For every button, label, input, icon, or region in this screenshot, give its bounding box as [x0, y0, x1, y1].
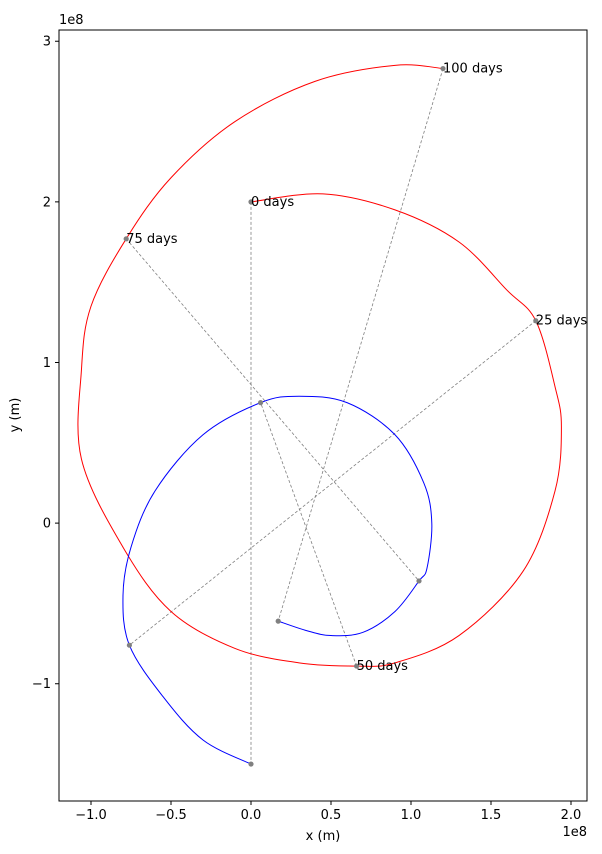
- marker-red-2: [354, 663, 360, 669]
- marker-blue-1: [126, 642, 132, 648]
- marker-blue-3: [416, 578, 422, 584]
- marker-label-3: 75 days: [126, 232, 178, 247]
- marker-red-4: [440, 65, 446, 72]
- x-axis-label: x (m): [306, 829, 341, 844]
- x-tick-label-1: −0.5: [155, 808, 187, 823]
- marker-red-3: [123, 236, 129, 242]
- connector-line-4: [277, 68, 444, 622]
- connector-line-3: [125, 238, 420, 582]
- y-tick-label-2: 1: [43, 356, 51, 371]
- y-tick-label-0: −1: [32, 677, 51, 692]
- y-tick-label-3: 2: [43, 195, 51, 210]
- x-offset-label: 1e8: [562, 825, 587, 840]
- x-tick-label-5: 1.5: [481, 808, 502, 823]
- marker-label-4: 100 days: [443, 62, 503, 77]
- x-tick-label-4: 1.0: [401, 808, 422, 823]
- x-tick-label-2: 0.0: [241, 808, 262, 823]
- y-offset-label: 1e8: [59, 13, 84, 28]
- marker-blue-2: [258, 400, 264, 406]
- plot-layer: 0 days 25 days 50 days 75 days 100 days: [77, 62, 588, 767]
- connector-line-1: [129, 320, 537, 646]
- y-tick-label-1: 0: [43, 517, 51, 532]
- axes-layer: −1.0 −0.5 0.0 0.5 1.0 1.5 2.0 −1 0 1 2 3: [32, 29, 588, 823]
- orbit-series-0: [77, 64, 562, 667]
- marker-label-2: 50 days: [357, 659, 409, 674]
- marker-red-1: [533, 318, 539, 324]
- marker-label-1: 25 days: [536, 314, 588, 329]
- connector-line-2: [260, 402, 357, 667]
- orbit-series-1: [122, 395, 433, 765]
- y-axis-label: y (m): [8, 398, 23, 433]
- marker-red-0: [248, 199, 254, 205]
- marker-label-0: 0 days: [251, 195, 294, 210]
- x-tick-label-3: 0.5: [321, 808, 342, 823]
- x-tick-label-0: −1.0: [75, 808, 107, 823]
- x-tick-label-6: 2.0: [561, 808, 582, 823]
- marker-blue-0: [248, 761, 254, 767]
- marker-blue-4: [275, 618, 281, 624]
- y-tick-label-4: 3: [43, 35, 51, 50]
- axes-frame: [58, 29, 588, 802]
